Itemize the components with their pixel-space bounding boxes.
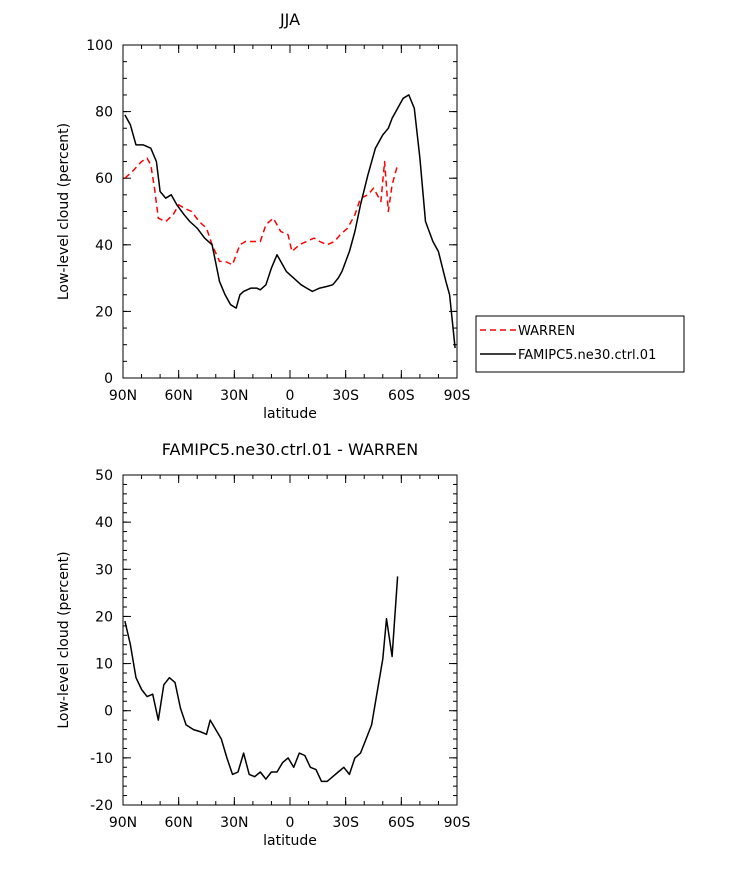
y-tick-label: 0 (104, 704, 113, 720)
x-tick-label: 60N (165, 815, 193, 831)
y-tick-label: -20 (90, 798, 113, 814)
y-tick-label: 80 (95, 105, 113, 121)
y-tick-label: -10 (90, 751, 113, 767)
y-tick-label: 0 (104, 371, 113, 387)
legend-label: WARREN (518, 324, 575, 339)
y-axis-label: Low-level cloud (percent) (56, 551, 72, 728)
legend-box (475, 315, 685, 373)
y-tick-label: 10 (95, 657, 113, 673)
plot-frame (122, 474, 458, 806)
series-line-1 (124, 157, 399, 266)
x-axis-label: latitude (263, 833, 317, 849)
y-tick-label: 20 (95, 609, 113, 625)
x-tick-label: 30S (332, 815, 359, 831)
y-tick-label: 60 (95, 171, 113, 187)
x-tick-label: 90N (109, 815, 137, 831)
x-tick-label: 30N (220, 388, 248, 404)
x-tick-label: 60S (388, 815, 415, 831)
legend-label: FAMIPC5.ne30.ctrl.01 (518, 348, 656, 363)
x-axis-label: latitude (263, 406, 317, 422)
plot-frame (122, 44, 458, 379)
y-tick-label: 100 (86, 38, 113, 54)
legend: WARREN FAMIPC5.ne30.ctrl.01 (475, 315, 685, 373)
x-tick-label: 60N (165, 388, 193, 404)
chart-panel-2: 90N 60N 30N 0 30S 60S 90S -20 -10 0 10 20 30 40 50 FAMI… (56, 440, 470, 849)
series-line-1 (124, 576, 399, 783)
x-tick-label: 90S (444, 388, 471, 404)
x-tick-label: 0 (286, 388, 295, 404)
chart-panel-1: 90N 60N 30N 0 30S 60S 90S 0 20 40 60 80 100 JJA latitu… (56, 10, 470, 422)
x-tick-label: 90S (444, 815, 471, 831)
x-tick-label: 0 (286, 815, 295, 831)
series-line-2 (124, 94, 456, 349)
x-tick-label: 30S (332, 388, 359, 404)
chart-title: JJA (279, 10, 300, 29)
x-tick-label: 90N (109, 388, 137, 404)
x-tick-label: 30N (220, 815, 248, 831)
y-tick-label: 20 (95, 304, 113, 320)
y-tick-label: 50 (95, 468, 113, 484)
y-tick-label: 30 (95, 562, 113, 578)
y-tick-label: 40 (95, 515, 113, 531)
y-tick-label: 40 (95, 238, 113, 254)
y-axis-label: Low-level cloud (percent) (56, 123, 72, 300)
chart-title: FAMIPC5.ne30.ctrl.01 - WARREN (162, 440, 418, 459)
x-tick-label: 60S (388, 388, 415, 404)
